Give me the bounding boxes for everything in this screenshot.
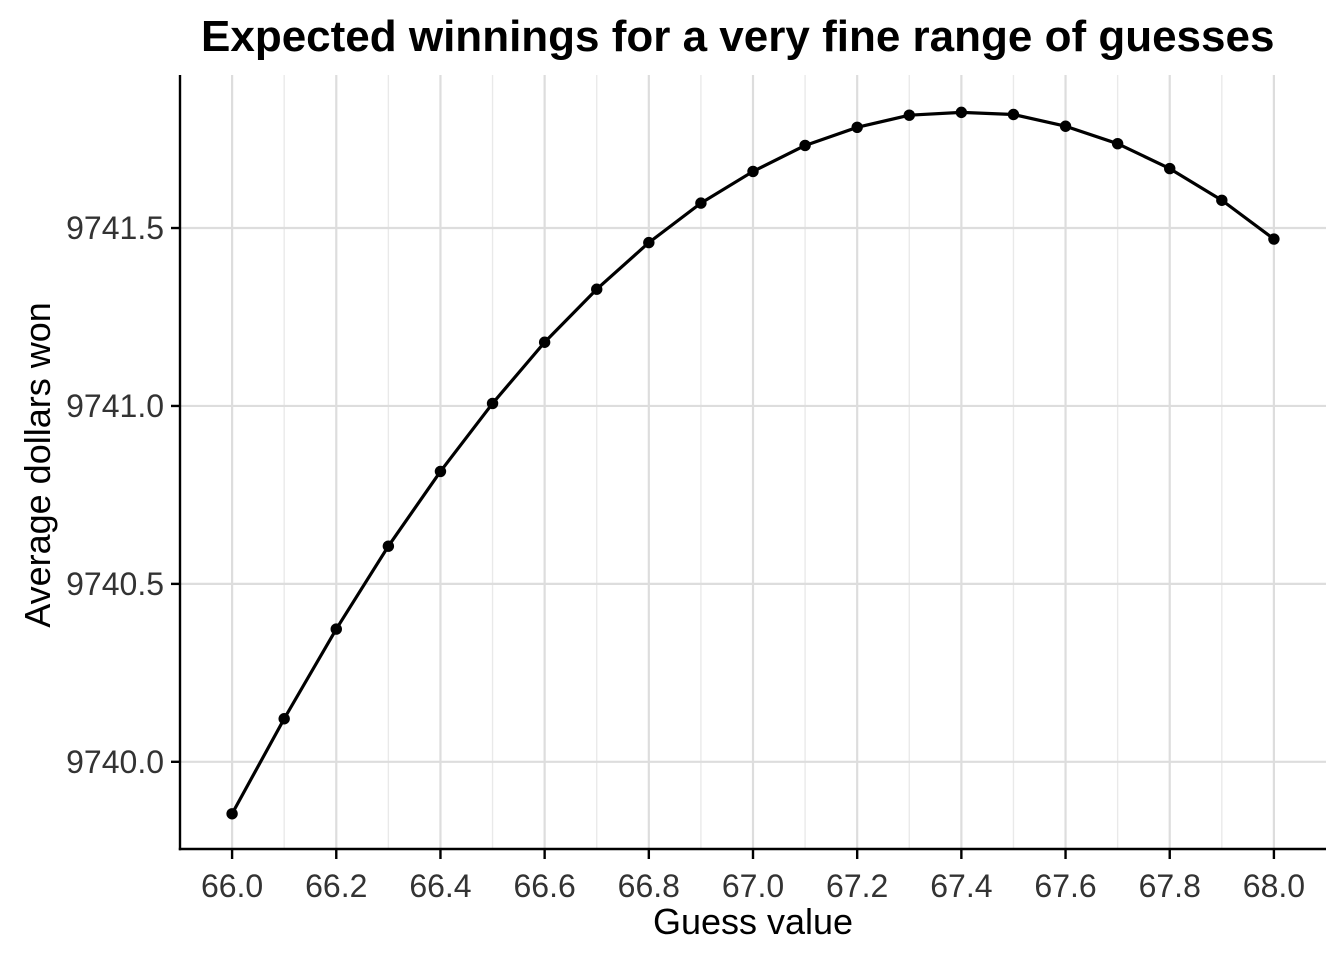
y-tick-label: 9741.0 (66, 388, 164, 424)
data-point (799, 139, 811, 152)
data-point (1268, 233, 1280, 245)
data-series (226, 106, 1280, 820)
chart-title: Expected winnings for a very fine range … (201, 12, 1274, 61)
data-point (591, 283, 603, 295)
data-point (695, 197, 707, 209)
x-tick-label: 68.0 (1243, 868, 1305, 904)
data-point (434, 465, 447, 478)
data-point (538, 336, 551, 348)
x-tick-label: 67.2 (826, 868, 888, 904)
x-tick-label: 66.4 (409, 868, 471, 904)
x-tick-label: 67.6 (1034, 868, 1096, 904)
data-point (955, 106, 968, 119)
data-point (1164, 162, 1176, 175)
x-tick-label: 66.6 (513, 868, 575, 904)
data-point (486, 397, 499, 410)
x-tick-labels: 66.0 66.2 66.4 66.6 66.8 67.0 67.2 67.4 67.6 67.8… (201, 868, 1305, 904)
x-axis-title: Guess value (653, 901, 853, 942)
y-tick-label: 9740.0 (66, 744, 164, 780)
y-tick-label: 9740.5 (66, 566, 164, 602)
data-point (382, 540, 395, 552)
x-tick-label: 67.4 (930, 868, 992, 904)
data-point (1111, 137, 1124, 150)
data-point (278, 713, 290, 725)
gridlines-minor (283, 75, 1223, 849)
y-axis-title: Average dollars won (17, 302, 58, 628)
x-tick-label: 66.0 (201, 868, 263, 904)
x-tick-label: 66.8 (618, 868, 680, 904)
y-tick-labels: 9740.0 9740.5 9741.0 9741.5 (66, 210, 164, 780)
x-tick-label: 67.0 (722, 868, 784, 904)
data-point (330, 623, 342, 635)
data-point (903, 109, 915, 121)
gridlines-major (180, 75, 1326, 849)
y-tick-label: 9741.5 (66, 210, 164, 246)
x-tick-label: 66.2 (305, 868, 367, 904)
data-point (226, 808, 238, 820)
data-point (1216, 194, 1228, 206)
data-point (1059, 120, 1072, 132)
data-point (747, 165, 759, 178)
tick-marks (171, 226, 1276, 859)
data-point (1007, 108, 1020, 121)
x-tick-label: 67.8 (1139, 868, 1201, 904)
data-point (643, 236, 655, 249)
data-point (851, 121, 863, 134)
